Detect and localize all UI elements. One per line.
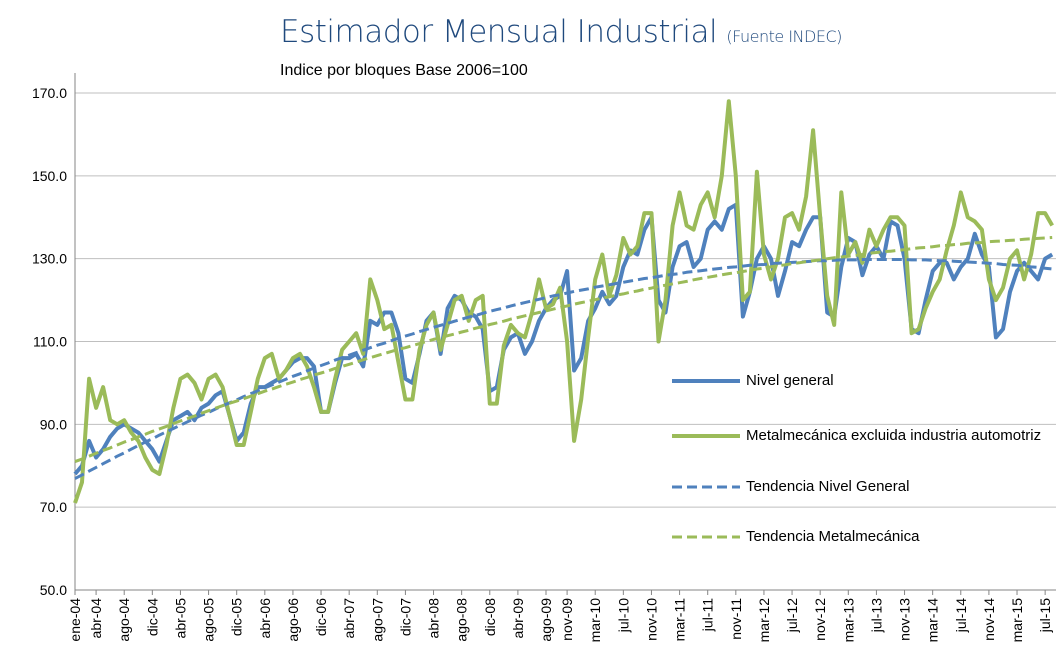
x-tick-label: dic-08 <box>482 598 498 636</box>
y-tick-label: 110.0 <box>33 334 67 350</box>
x-tick-label: abr-04 <box>88 598 104 639</box>
y-tick-label: 90.0 <box>40 416 67 432</box>
x-tick-label: nov-11 <box>728 598 744 640</box>
y-tick-label: 170.0 <box>32 85 67 101</box>
x-tick-label: jul-10 <box>615 598 631 633</box>
legend-item: Metalmecánica excluida industria automot… <box>672 425 1046 447</box>
x-tick-label: jul-13 <box>868 598 884 633</box>
x-tick-label: mar-13 <box>840 598 856 643</box>
x-tick-label: ago-09 <box>538 598 554 642</box>
series-line <box>73 99 1054 504</box>
x-tick-label: jul-15 <box>1037 598 1053 633</box>
series-line <box>73 202 1054 476</box>
x-tick-label: ago-05 <box>201 598 217 642</box>
legend-item: Nivel general <box>672 370 1046 392</box>
x-tick-label: dic-04 <box>144 598 160 636</box>
x-tick-label: abr-08 <box>426 598 442 639</box>
x-tick-label: dic-06 <box>313 598 329 636</box>
x-tick-label: mar-11 <box>672 598 688 642</box>
title-block: Estimador Mensual Industrial (Fuente IND… <box>280 14 842 50</box>
x-tick-label: abr-07 <box>341 598 357 639</box>
x-tick-label: ago-06 <box>285 598 301 642</box>
x-tick-label: dic-07 <box>397 598 413 636</box>
subtitle: Indice por bloques Base 2006=100 <box>280 62 528 79</box>
x-tick-label: mar-10 <box>587 598 603 643</box>
x-tick-label: abr-06 <box>257 598 273 639</box>
legend-label: Tendencia Nivel General <box>746 478 910 495</box>
x-tick-label: mar-14 <box>925 598 941 643</box>
x-tick-label: jul-11 <box>700 598 716 632</box>
legend-label: Metalmecánica excluida industria automot… <box>746 427 1042 444</box>
series-line <box>74 236 1053 464</box>
x-tick-label: nov-14 <box>981 598 997 641</box>
legend-swatch <box>672 485 740 489</box>
legend-item: Tendencia Nivel General <box>672 476 1046 498</box>
legend-label: Tendencia Metalmecánica <box>746 528 920 545</box>
legend-swatch <box>672 434 740 438</box>
y-tick-label: 130.0 <box>32 251 67 267</box>
legend-swatch <box>672 379 740 383</box>
x-tick-label: jul-12 <box>784 598 800 633</box>
x-tick-label: abr-09 <box>510 598 526 639</box>
y-tick-label: 50.0 <box>40 582 67 598</box>
x-tick-label: abr-05 <box>172 598 188 639</box>
legend-label: Nivel general <box>746 372 834 389</box>
x-tick-label: ago-04 <box>116 598 132 642</box>
y-tick-label: 70.0 <box>40 499 67 515</box>
x-tick-label: nov-10 <box>643 598 659 641</box>
x-tick-label: nov-12 <box>812 598 828 641</box>
x-tick-label: jul-14 <box>953 598 969 633</box>
chart-title: Estimador Mensual Industrial <box>280 14 718 50</box>
x-tick-label: mar-12 <box>756 598 772 643</box>
x-tick-label: ago-07 <box>369 598 385 642</box>
x-tick-label: mar-15 <box>1009 598 1025 643</box>
x-tick-label: ene-04 <box>67 598 83 642</box>
x-tick-label: dic-05 <box>229 598 245 636</box>
title-note: (Fuente INDEC) <box>726 27 842 46</box>
x-tick-label: nov-13 <box>897 598 913 641</box>
x-tick-label: nov-09 <box>559 598 575 641</box>
y-tick-label: 150.0 <box>32 168 67 184</box>
legend-item: Tendencia Metalmecánica <box>672 526 1046 548</box>
legend-swatch <box>672 535 740 539</box>
x-tick-label: ago-08 <box>454 598 470 642</box>
